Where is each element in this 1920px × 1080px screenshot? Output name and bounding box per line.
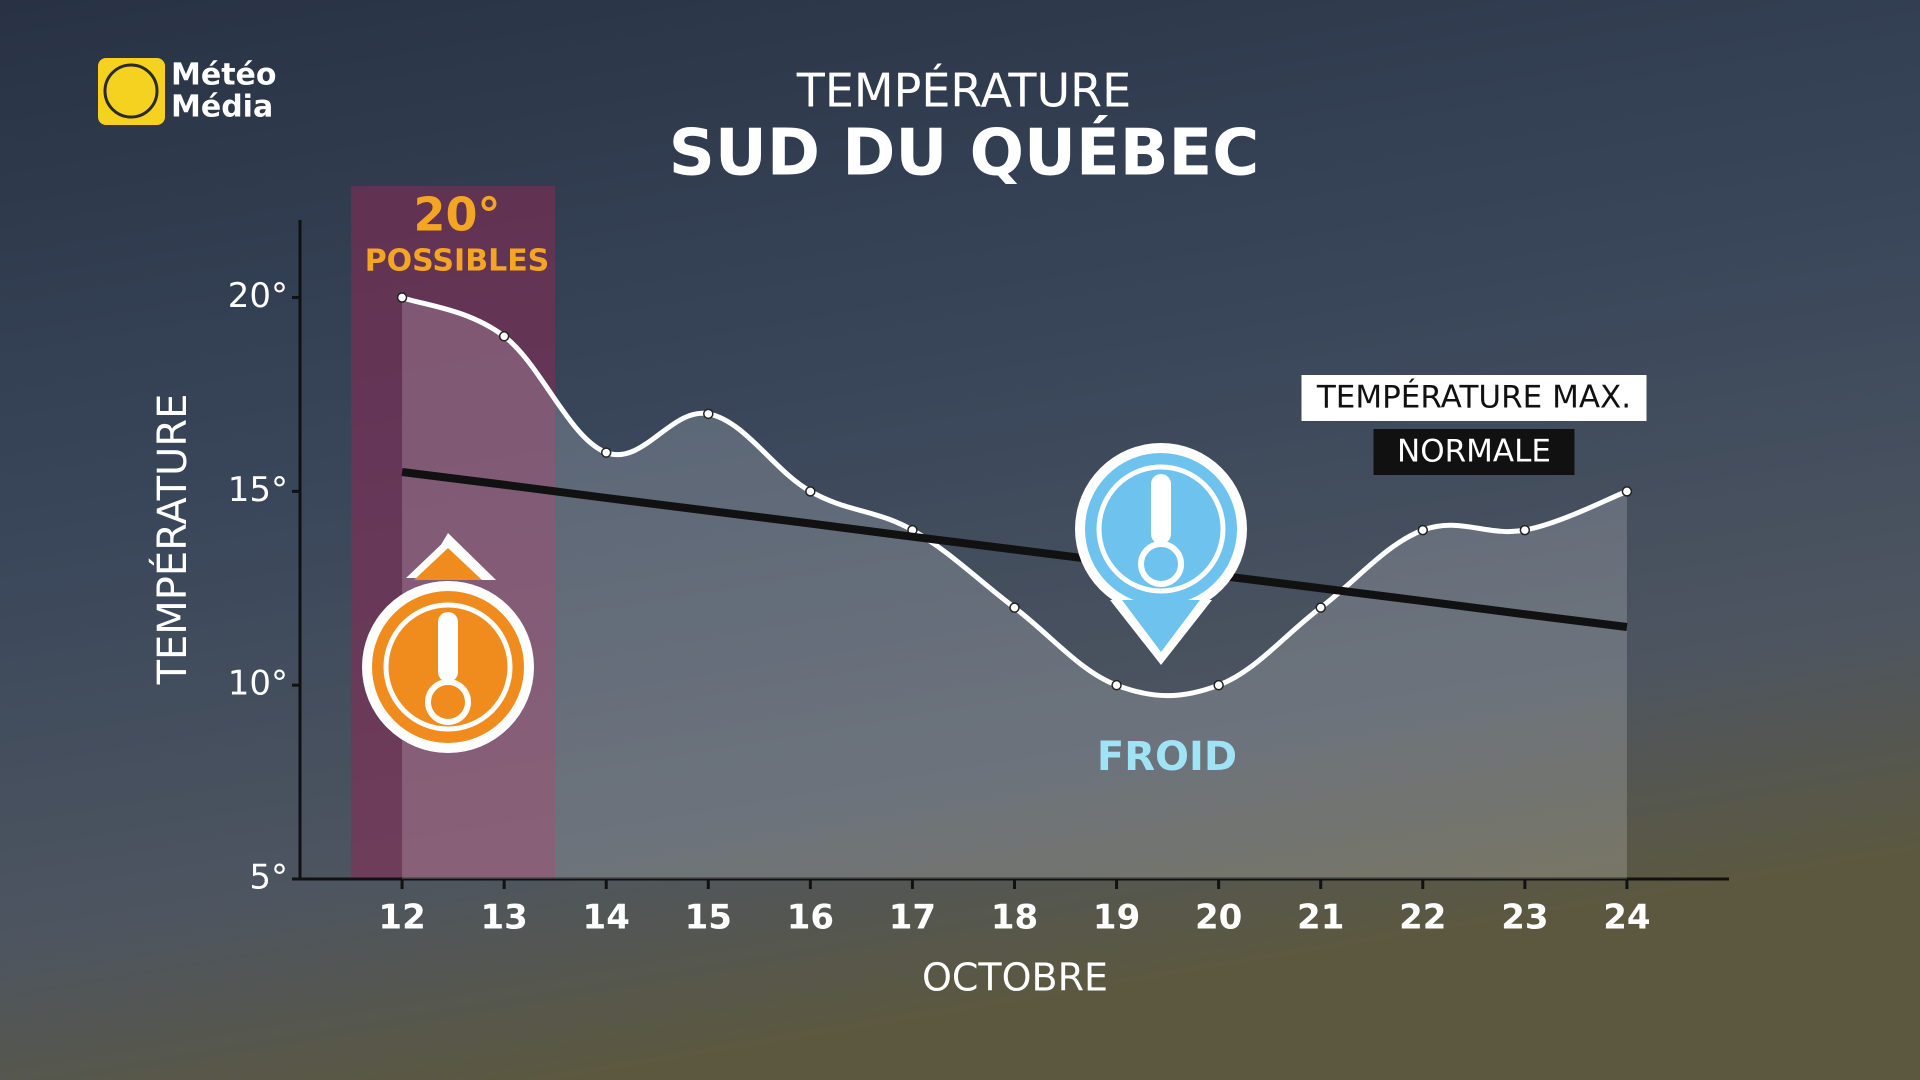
y-tick-label: 5°: [249, 858, 288, 898]
point: [600, 447, 612, 458]
x-tick-label: 20: [1195, 898, 1242, 938]
legend-box: [1373, 429, 1575, 475]
point: [805, 486, 816, 497]
x-tick-label: 14: [583, 898, 630, 938]
point: [1213, 679, 1224, 691]
annotation: POSSIBLES: [365, 244, 550, 279]
point: [1417, 524, 1429, 536]
legend-label: TEMPÉRATURE MAX.: [1316, 380, 1631, 416]
logo-globe: [103, 63, 159, 119]
point: [1111, 679, 1122, 691]
y-tick-label: 10°: [228, 664, 288, 704]
y-tick-label: 20°: [228, 276, 288, 316]
logo-mark: [98, 58, 165, 125]
x-tick-label: 19: [1093, 898, 1140, 938]
point: [1621, 486, 1633, 497]
legend-box: [1301, 375, 1647, 421]
x-tick-label: 13: [480, 898, 527, 938]
area: [402, 297, 1627, 879]
chart-subtitle: SUD DU QUÉBEC: [669, 115, 1259, 191]
warm-icon: [362, 533, 534, 753]
annotation: 20°: [413, 188, 500, 242]
annotation: FROID: [1097, 734, 1237, 780]
point: [1315, 602, 1326, 613]
x-tick-label: 15: [685, 898, 732, 938]
y-tick-label: 15°: [228, 470, 288, 510]
chart-title: TEMPÉRATURE: [796, 64, 1131, 118]
point: [1009, 602, 1020, 613]
x-tick-label: 21: [1297, 898, 1344, 938]
x-tick-label: 12: [378, 898, 425, 938]
x-tick-label: 16: [787, 898, 834, 938]
logo-text: Média: [171, 90, 273, 125]
point: [1519, 524, 1531, 536]
x-tick-label: 24: [1603, 898, 1650, 938]
x-axis-label: OCTOBRE: [922, 956, 1108, 1000]
point: [703, 408, 714, 420]
point: [396, 292, 408, 303]
x-tick-label: 23: [1501, 898, 1548, 938]
y-axis-label: TEMPÉRATURE: [148, 394, 196, 686]
cold-icon: [1075, 443, 1247, 665]
logo-text: Météo: [171, 58, 277, 93]
x-tick-label: 18: [991, 898, 1038, 938]
point: [498, 331, 510, 342]
highlight-band: [351, 186, 556, 879]
x-tick-label: 17: [889, 898, 936, 938]
legend-label: NORMALE: [1397, 434, 1551, 470]
series-line: [401, 468, 1628, 631]
plot: [292, 186, 1729, 889]
x-tick-label: 22: [1399, 898, 1446, 938]
